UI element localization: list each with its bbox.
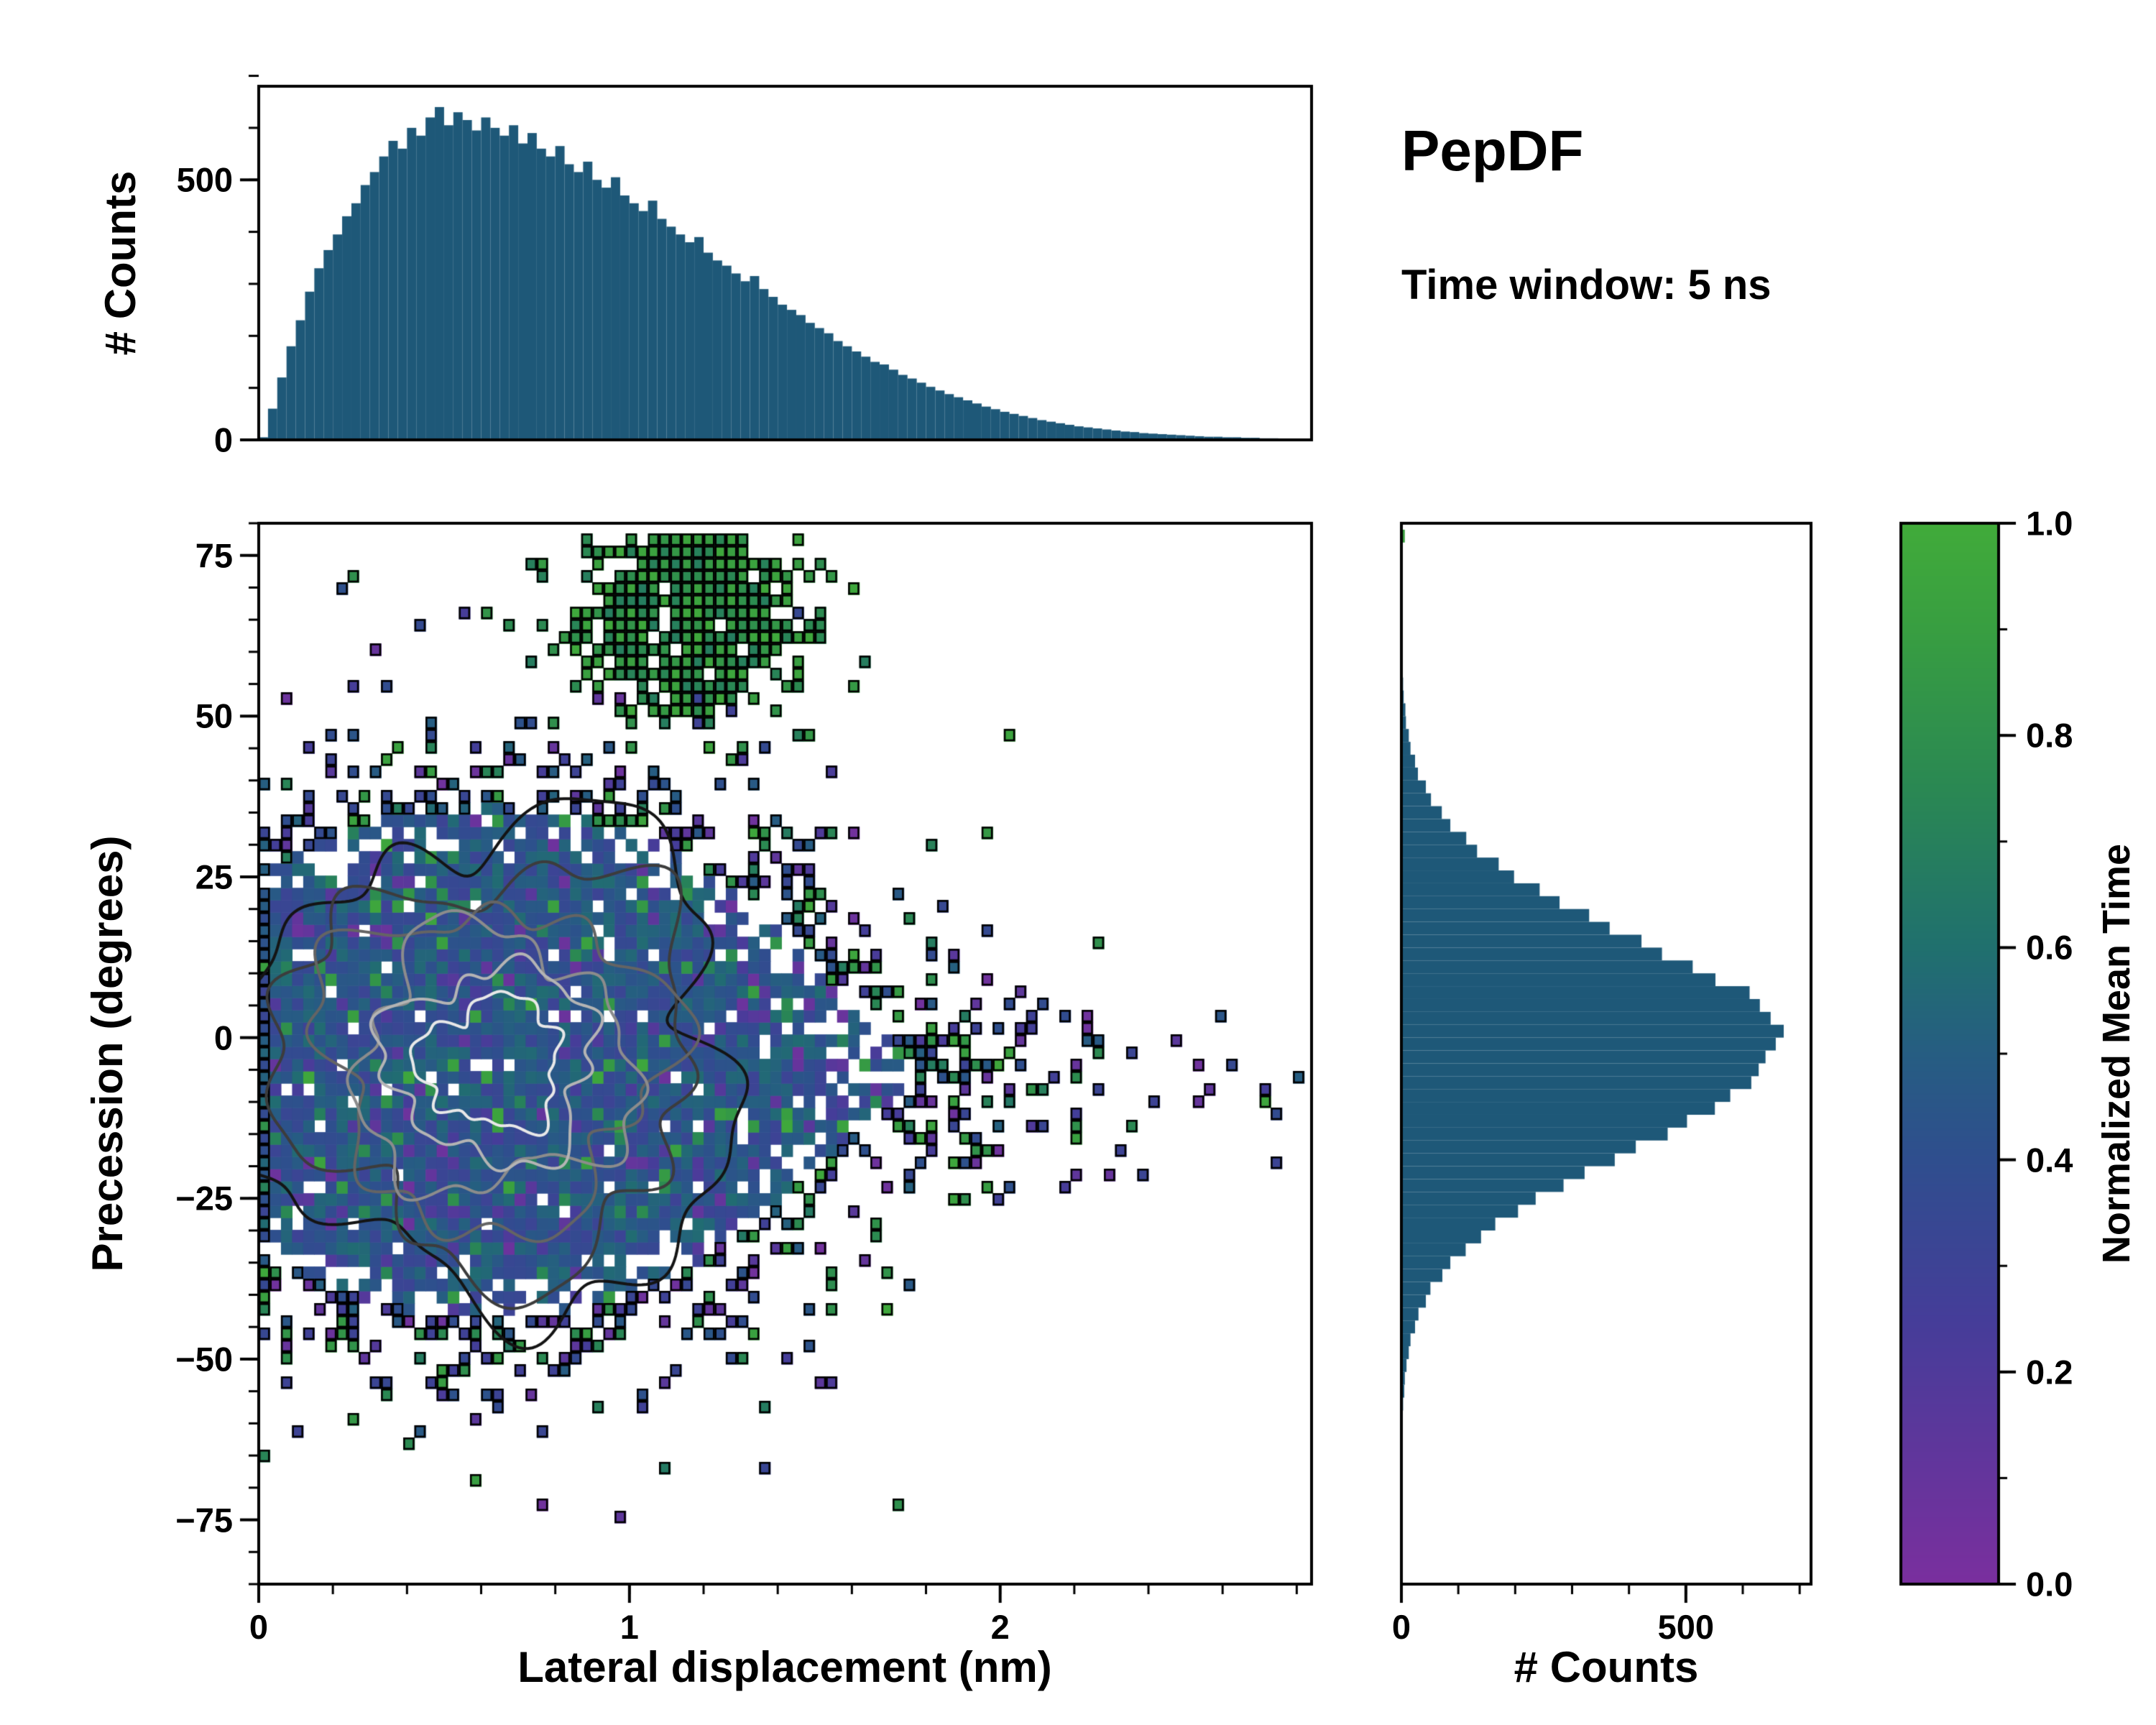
figure-title: PepDF (1401, 119, 1584, 183)
figure-subtitle: Time window: 5 ns (1401, 262, 1772, 308)
right-hist-x-axis-label: # Counts (1514, 1643, 1699, 1691)
main-x-axis-label: Lateral displacement (nm) (517, 1643, 1052, 1691)
colorbar-label: Normalized Mean Time (2095, 843, 2138, 1264)
main-y-axis-label: Precession (degrees) (83, 835, 132, 1272)
top-hist-y-axis-label: # Counts (96, 170, 144, 356)
